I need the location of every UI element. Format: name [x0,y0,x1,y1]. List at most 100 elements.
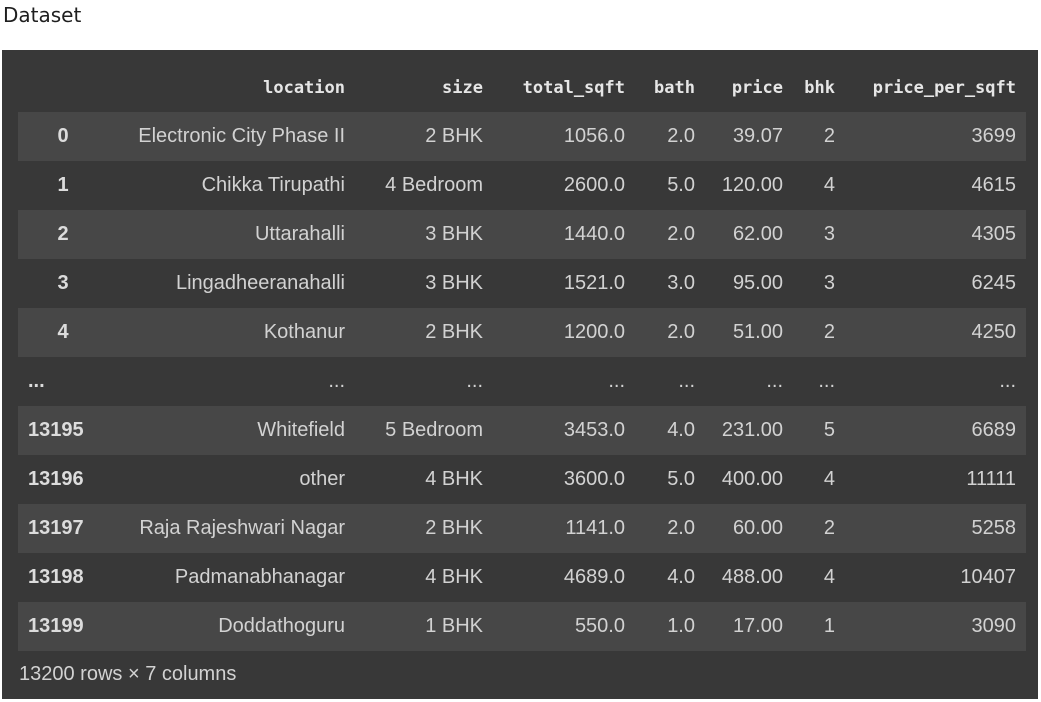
cell-bath: 2.0 [667,321,695,343]
cell-location: Raja Rajeshwari Nagar [139,517,345,539]
cell-price-per-sqft: 6689 [971,419,1017,441]
cell-price: 231.00 [721,419,783,441]
row-index: ... [28,370,45,392]
column-header-bhk: bhk [804,77,835,98]
row-index: 13197 [28,517,84,539]
cell-total-sqft: 3600.0 [563,468,625,490]
column-header-total-sqft: total_sqft [522,77,625,98]
cell-price-per-sqft: 11111 [966,468,1016,490]
cell-location: Electronic City Phase II [138,125,345,147]
cell-size: 4 BHK [425,468,483,490]
cell-price: 17.00 [732,615,783,637]
cell-price-per-sqft: 3699 [971,125,1017,147]
cell-price-per-sqft: 3090 [971,615,1017,637]
cell-size: 2 BHK [425,517,483,539]
cell-bhk: 4 [823,174,835,196]
cell-bath: 2.0 [667,223,695,245]
cell-price: 62.00 [732,223,783,245]
cell-total-sqft: 1440.0 [563,223,625,245]
cell-price: 95.00 [732,272,783,294]
cell-bath: 4.0 [667,566,695,588]
ellipsis-row: ........................ [18,357,1026,406]
column-header-price: price [731,77,783,98]
cell-bath: 5.0 [667,174,695,196]
cell-total-sqft: 2600.0 [563,174,625,196]
table-row: 13199 Doddathoguru 1 BHK 550.0 1.0 17.00 1 3090 [18,602,1026,651]
cell-bath: 4.0 [667,419,695,441]
cell-bhk: 4 [823,566,835,588]
cell-size: 1 BHK [425,615,483,637]
cell-price-per-sqft: ... [999,370,1016,392]
cell-size: ... [466,370,483,392]
cell-total-sqft: 1521.0 [563,272,625,294]
cell-price: 51.00 [732,321,783,343]
cell-size: 2 BHK [425,125,483,147]
cell-price-per-sqft: 6245 [971,272,1017,294]
cell-bhk: 3 [823,272,835,294]
dataframe-table: location size total_sqft bath price bhk … [18,63,1026,651]
cell-location: other [299,468,345,490]
row-index: 0 [57,125,69,147]
cell-total-sqft: 4689.0 [563,566,625,588]
table-row: 4 Kothanur 2 BHK 1200.0 2.0 51.00 2 4250 [18,308,1026,357]
cell-price-per-sqft: 4615 [971,174,1017,196]
cell-location: Kothanur [263,321,345,343]
cell-price: 60.00 [732,517,783,539]
row-index: 2 [57,223,69,245]
table-body: 0 Electronic City Phase II 2 BHK 1056.0 2.0 3… [18,112,1026,651]
cell-bhk: 2 [823,321,835,343]
cell-location: Whitefield [257,419,345,441]
cell-total-sqft: 3453.0 [563,419,625,441]
cell-price: ... [766,370,783,392]
row-index: 13199 [28,615,84,637]
row-index: 13196 [28,468,84,490]
table-row: 13195 Whitefield 5 Bedroom 3453.0 4.0 231.00 5… [18,406,1026,455]
cell-size: 4 BHK [425,566,483,588]
row-index: 13198 [28,566,84,588]
cell-bhk: 5 [823,419,835,441]
row-index: 4 [57,321,69,343]
table-row: 13198 Padmanabhanagar 4 BHK 4689.0 4.0 488.00… [18,553,1026,602]
header-row: location size total_sqft bath price bhk … [18,63,1026,112]
table-row: 13196 other 4 BHK 3600.0 5.0 400.00 4 11111 [18,455,1026,504]
cell-size: 4 Bedroom [385,174,483,196]
cell-total-sqft: 1141.0 [565,517,625,539]
section-heading: Dataset [3,3,82,27]
cell-size: 3 BHK [425,272,483,294]
cell-bhk: 2 [823,125,835,147]
column-header-size: size [442,77,483,98]
cell-price-per-sqft: 5258 [971,517,1017,539]
cell-size: 2 BHK [425,321,483,343]
cell-price-per-sqft: 4305 [971,223,1017,245]
table-row: 3 Lingadheeranahalli 3 BHK 1521.0 3.0 95.00 3 6… [18,259,1026,308]
row-index: 3 [57,272,69,294]
cell-bath: 1.0 [667,615,695,637]
cell-price: 400.00 [721,468,783,490]
cell-bhk: ... [818,370,835,392]
index-header [18,63,108,112]
cell-bath: 3.0 [667,272,695,294]
cell-location: Chikka Tirupathi [201,174,345,196]
cell-total-sqft: ... [608,370,625,392]
cell-bath: 2.0 [667,517,695,539]
table-row: 13197 Raja Rajeshwari Nagar 2 BHK 1141.0 2.0… [18,504,1026,553]
cell-bhk: 3 [823,223,835,245]
column-header-location: location [263,77,345,98]
cell-bhk: 4 [823,468,835,490]
table-row: 2 Uttarahalli 3 BHK 1440.0 2.0 62.00 3 4305 [18,210,1026,259]
cell-size: 5 Bedroom [385,419,483,441]
cell-price-per-sqft: 10407 [960,566,1016,588]
row-index: 13195 [28,419,84,441]
row-index: 1 [57,174,69,196]
column-header-bath: bath [654,77,695,98]
cell-location: ... [328,370,345,392]
cell-location: Lingadheeranahalli [175,272,345,294]
cell-bath: 2.0 [667,125,695,147]
cell-bath: 5.0 [667,468,695,490]
cell-total-sqft: 1056.0 [563,125,625,147]
cell-bath: ... [678,370,695,392]
cell-bhk: 2 [823,517,835,539]
cell-size: 3 BHK [425,223,483,245]
column-header-price-per-sqft: price_per_sqft [872,77,1016,98]
cell-bhk: 1 [823,615,835,637]
